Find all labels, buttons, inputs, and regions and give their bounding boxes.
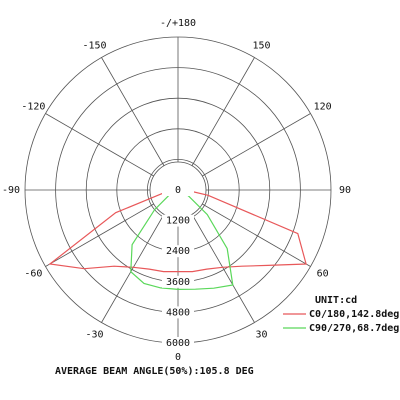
grid-spoke [45, 203, 154, 267]
labels: -/+180 150 120 90 60 30 0 -30 -60 -90 -120 -150 0 120… [2, 18, 399, 363]
grid-spoke [45, 113, 154, 177]
angle-label: -90 [2, 185, 20, 196]
r-tick-label: 6000 [166, 338, 190, 349]
angle-label: -30 [85, 330, 103, 341]
angle-label: -150 [82, 40, 106, 51]
label-bg [162, 245, 194, 258]
label-bg [162, 337, 194, 349]
grid-spoke [101, 57, 165, 166]
footer: AVERAGE BEAM ANGLE(50%):105.8 DEG [55, 366, 254, 377]
angle-label: -/+180 [160, 18, 196, 29]
grid-spoke [191, 214, 255, 323]
label-bg [162, 214, 194, 227]
r-tick-label: 2400 [166, 246, 190, 257]
angle-label: 30 [255, 330, 267, 341]
grid-spoke [202, 203, 311, 267]
angle-label: -60 [24, 269, 42, 280]
legend-label: C0/180,142.8deg [309, 309, 399, 320]
r-tick-label: 0 [175, 185, 181, 196]
legend-label: C90/270,68.7deg [309, 323, 399, 334]
angle-label: 0 [175, 352, 181, 363]
r-tick-label: 1200 [166, 216, 190, 227]
angle-label: 120 [314, 102, 332, 113]
label-bg [162, 275, 194, 288]
intensity-curve [130, 189, 234, 291]
grid-spoke [101, 214, 165, 323]
angle-label: 150 [252, 40, 270, 51]
angle-label: 60 [317, 269, 329, 280]
label-bg [162, 184, 194, 196]
grid-spoke [191, 57, 255, 166]
grid-spoke [202, 113, 311, 177]
angle-label: 90 [339, 185, 351, 196]
r-tick-label: 4800 [166, 307, 190, 318]
intensity-curve [48, 189, 307, 273]
angle-label: -120 [21, 102, 45, 113]
r-tick-label: 3600 [166, 277, 190, 288]
unit-label: UNIT:cd [315, 295, 357, 306]
label-bg [162, 306, 194, 319]
